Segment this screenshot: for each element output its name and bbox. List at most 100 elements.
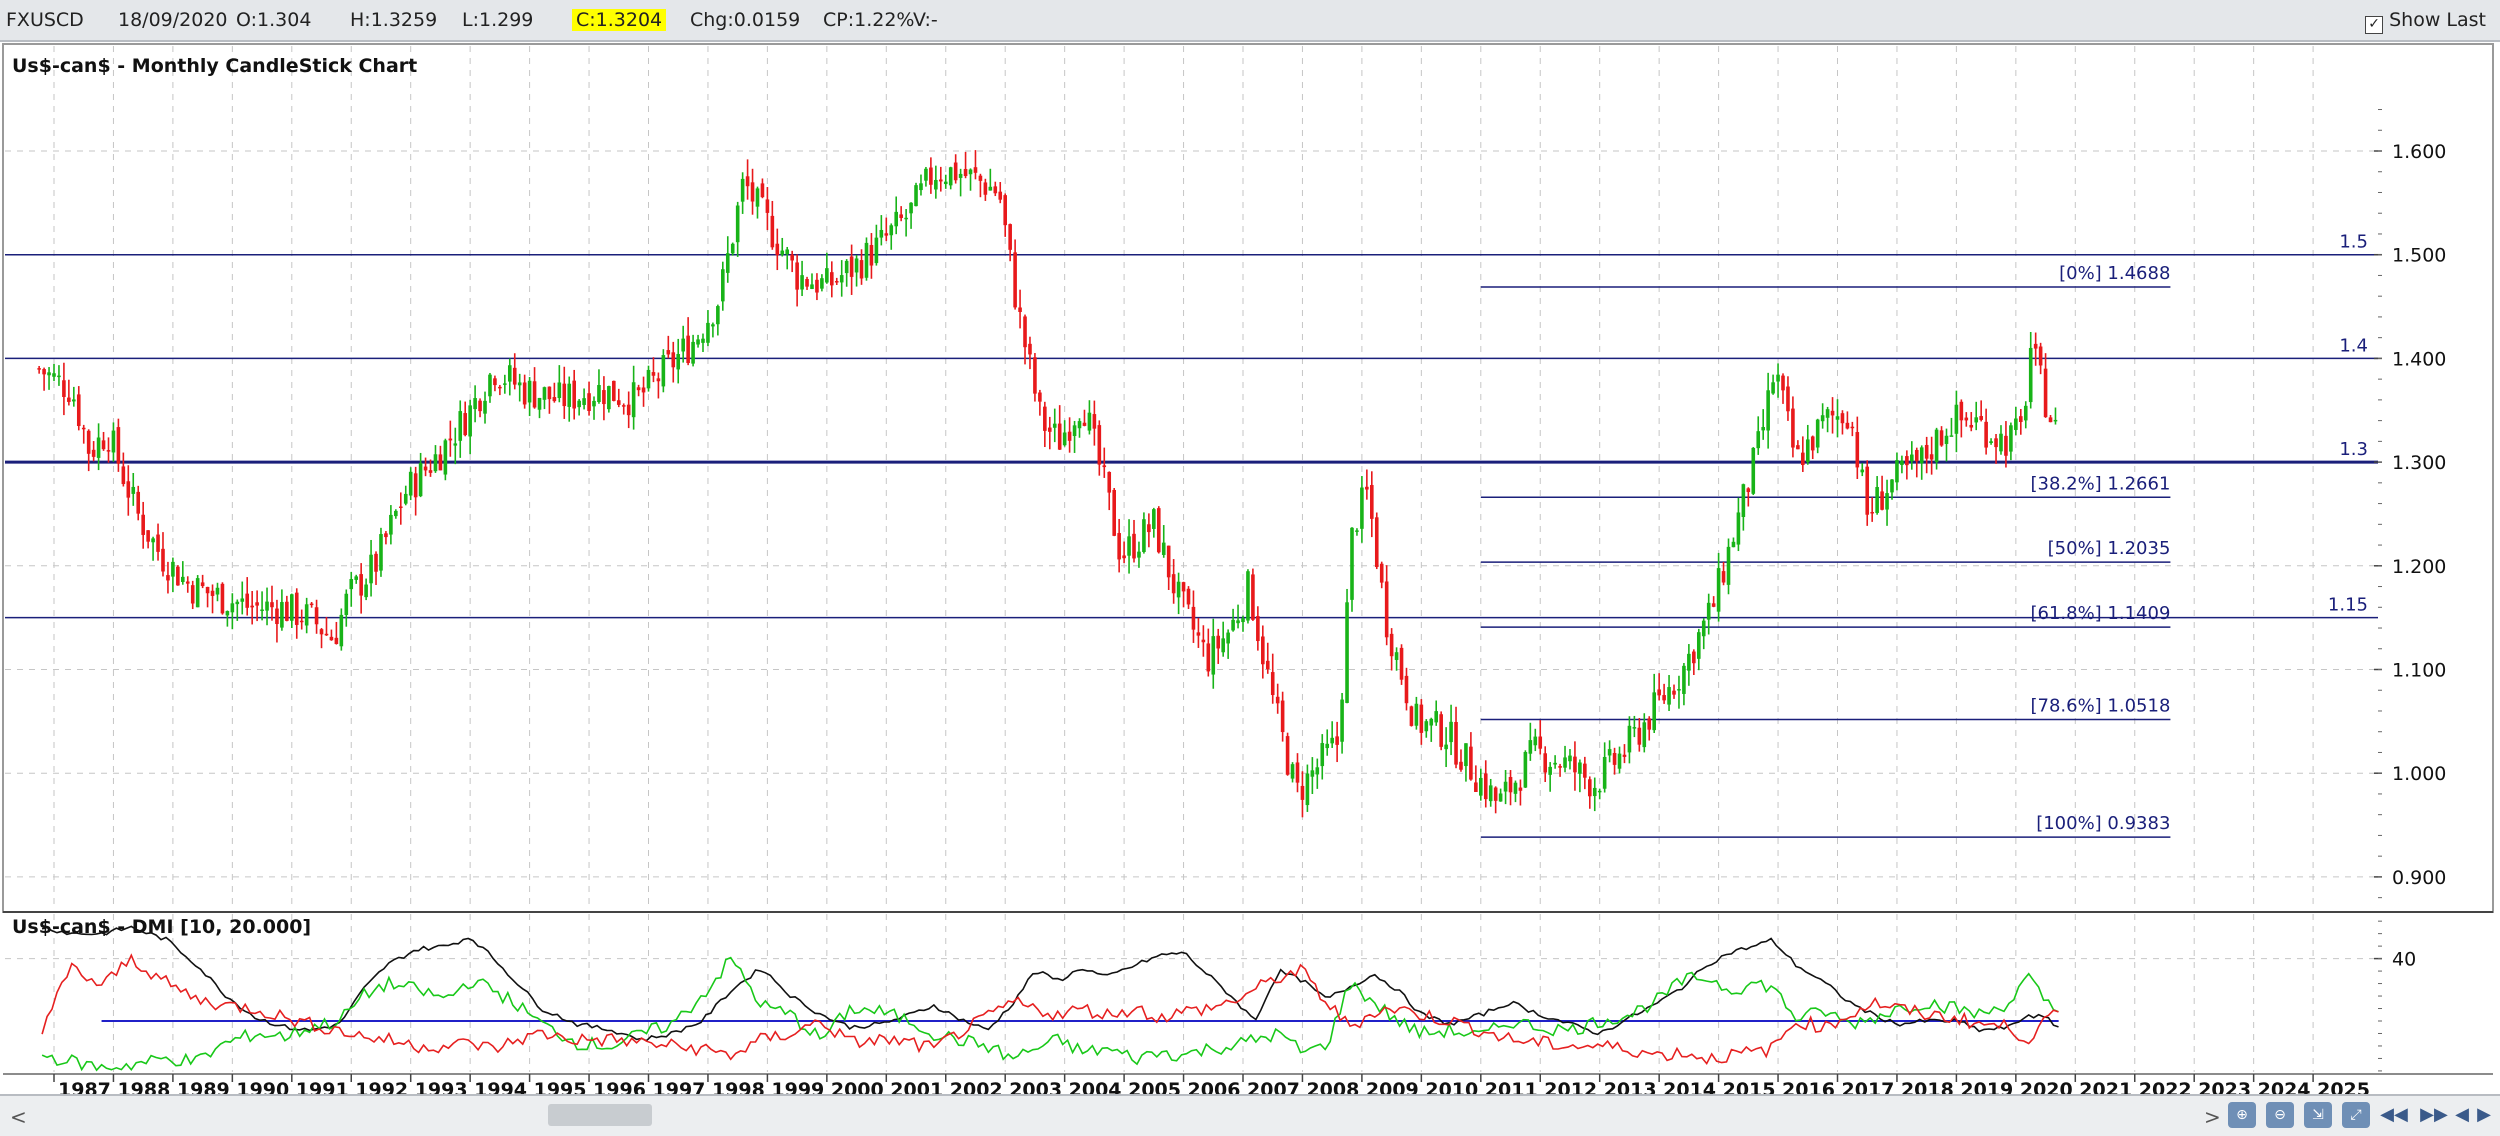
dmi-series-line bbox=[41, 956, 2059, 1072]
candle-body bbox=[869, 245, 874, 266]
candle-body bbox=[126, 481, 131, 498]
candle-body bbox=[849, 256, 854, 277]
candle-body bbox=[626, 404, 631, 416]
show-last-checkbox[interactable]: ✓ Show Last bbox=[2365, 9, 2486, 34]
candle-body bbox=[1444, 744, 1448, 750]
candle-body bbox=[735, 205, 740, 243]
candle-body bbox=[725, 253, 730, 273]
candle-body bbox=[924, 168, 928, 181]
zoom-reset-icon[interactable]: ⇲ bbox=[2304, 1102, 2332, 1128]
candle-body bbox=[146, 530, 150, 542]
fib-level-label: [50%] 1.2035 bbox=[2048, 538, 2171, 559]
candle-body bbox=[1578, 762, 1582, 774]
candle-body bbox=[1251, 574, 1255, 620]
candle-body bbox=[1597, 790, 1602, 793]
candle-body bbox=[1216, 635, 1221, 649]
candle-body bbox=[428, 470, 433, 473]
candle-body bbox=[493, 378, 497, 386]
candle-body bbox=[205, 586, 210, 594]
candle-body bbox=[612, 380, 616, 401]
candle-body bbox=[1667, 687, 1671, 705]
candle-body bbox=[210, 590, 215, 596]
candle-body bbox=[1716, 568, 1721, 612]
last-page-icon[interactable]: ▶▶ bbox=[2420, 1104, 2448, 1125]
candle-body bbox=[468, 405, 472, 437]
candle-body bbox=[884, 233, 889, 236]
fib-level-label: [78.6%] 1.0518 bbox=[2030, 695, 2170, 716]
candle-body bbox=[1840, 413, 1845, 424]
candle-body bbox=[701, 338, 705, 343]
chart-area[interactable]: 1.51.41.31.15 [0%] 1.4688[38.2%] 1.2661[… bbox=[0, 42, 2500, 1094]
candle-body bbox=[1221, 638, 1225, 653]
dmi-indicator bbox=[41, 925, 2059, 1072]
candle-body bbox=[1662, 695, 1666, 701]
candle-body bbox=[270, 602, 274, 608]
candle-body bbox=[185, 581, 190, 584]
candle-body bbox=[1751, 447, 1756, 494]
next-icon[interactable]: ▶ bbox=[2477, 1104, 2491, 1125]
candle-body bbox=[1340, 699, 1344, 742]
candle-body bbox=[1815, 419, 1820, 448]
candle-body bbox=[453, 443, 458, 446]
candle-body bbox=[1142, 519, 1146, 553]
candle-body bbox=[1265, 660, 1270, 670]
candle-body bbox=[1117, 533, 1121, 560]
candle-body bbox=[478, 400, 482, 412]
first-page-icon[interactable]: ◀◀ bbox=[2380, 1104, 2408, 1125]
candle-body bbox=[1469, 746, 1473, 780]
candle-body bbox=[592, 400, 596, 407]
candle-body bbox=[909, 202, 913, 214]
candle-body bbox=[1156, 508, 1161, 553]
scroll-thumb[interactable] bbox=[548, 1104, 652, 1126]
fibonacci-retracement[interactable]: [0%] 1.4688 [38.2%] 1.2661 [50%] 1.2035 [61… bbox=[1480, 263, 2171, 838]
candle-body bbox=[2014, 418, 2018, 430]
candle-body bbox=[423, 466, 428, 471]
x-tick-label: 2013 bbox=[1604, 1079, 1657, 1094]
candle-body bbox=[1429, 718, 1434, 726]
candle-body bbox=[963, 168, 968, 177]
candle-body bbox=[1622, 754, 1627, 757]
candle-body bbox=[978, 175, 983, 181]
horizontal-scrollbar[interactable]: < > ⊕ ⊖ ⇲ ⤢ ◀◀ ▶▶ ◀ ▶ bbox=[0, 1094, 2500, 1136]
candle-body bbox=[1360, 487, 1364, 529]
candle-body bbox=[240, 598, 245, 602]
candle-body bbox=[1483, 773, 1488, 800]
candle-body bbox=[1513, 782, 1518, 794]
scroll-left-icon[interactable]: < bbox=[10, 1105, 27, 1129]
candle-body bbox=[1647, 718, 1652, 730]
candle-body bbox=[1568, 755, 1572, 762]
candle-body bbox=[1013, 252, 1017, 308]
zoom-out-icon[interactable]: ⊖ bbox=[2266, 1102, 2294, 1128]
candle-body bbox=[1498, 793, 1503, 802]
price-level-label: 1.4 bbox=[2339, 335, 2368, 356]
candle-body bbox=[1627, 725, 1632, 753]
candle-body bbox=[943, 181, 948, 185]
candle-body bbox=[1176, 581, 1181, 598]
candle-body bbox=[498, 386, 502, 389]
candle-body bbox=[121, 466, 126, 485]
x-tick-label: 1992 bbox=[355, 1079, 408, 1094]
candle-body bbox=[1018, 307, 1022, 312]
candle-body bbox=[904, 217, 908, 220]
candle-body bbox=[790, 254, 794, 261]
candle-body bbox=[1791, 408, 1795, 448]
candle-body bbox=[1315, 767, 1320, 775]
candle-body bbox=[1677, 689, 1681, 691]
candle-body bbox=[1701, 620, 1706, 637]
zoom-in-icon[interactable]: ⊕ bbox=[2228, 1102, 2256, 1128]
candle-body bbox=[1885, 493, 1889, 510]
candle-body bbox=[2033, 343, 2038, 349]
candle-body bbox=[364, 584, 368, 598]
fib-level-label: [0%] 1.4688 bbox=[2059, 263, 2170, 284]
candle-body bbox=[1929, 454, 1934, 460]
previous-icon[interactable]: ◀ bbox=[2455, 1104, 2469, 1125]
candle-body bbox=[1860, 469, 1865, 473]
checkbox-check-icon[interactable]: ✓ bbox=[2365, 16, 2384, 34]
candle-body bbox=[1295, 762, 1300, 783]
candle-body bbox=[359, 574, 363, 596]
scroll-right-icon[interactable]: > bbox=[2204, 1105, 2221, 1129]
candle-body bbox=[914, 185, 918, 207]
pan-icon[interactable]: ⤢ bbox=[2342, 1102, 2370, 1128]
candle-body bbox=[919, 183, 923, 191]
candle-body bbox=[1587, 779, 1592, 797]
